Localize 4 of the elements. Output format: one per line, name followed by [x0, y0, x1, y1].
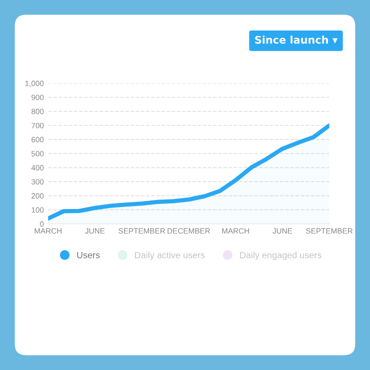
legend-label: Users — [77, 252, 100, 258]
legend-label: Daily engaged users — [240, 252, 322, 260]
text: Since launch ▾ — [255, 36, 338, 44]
legend-label: Daily active users — [135, 252, 205, 260]
